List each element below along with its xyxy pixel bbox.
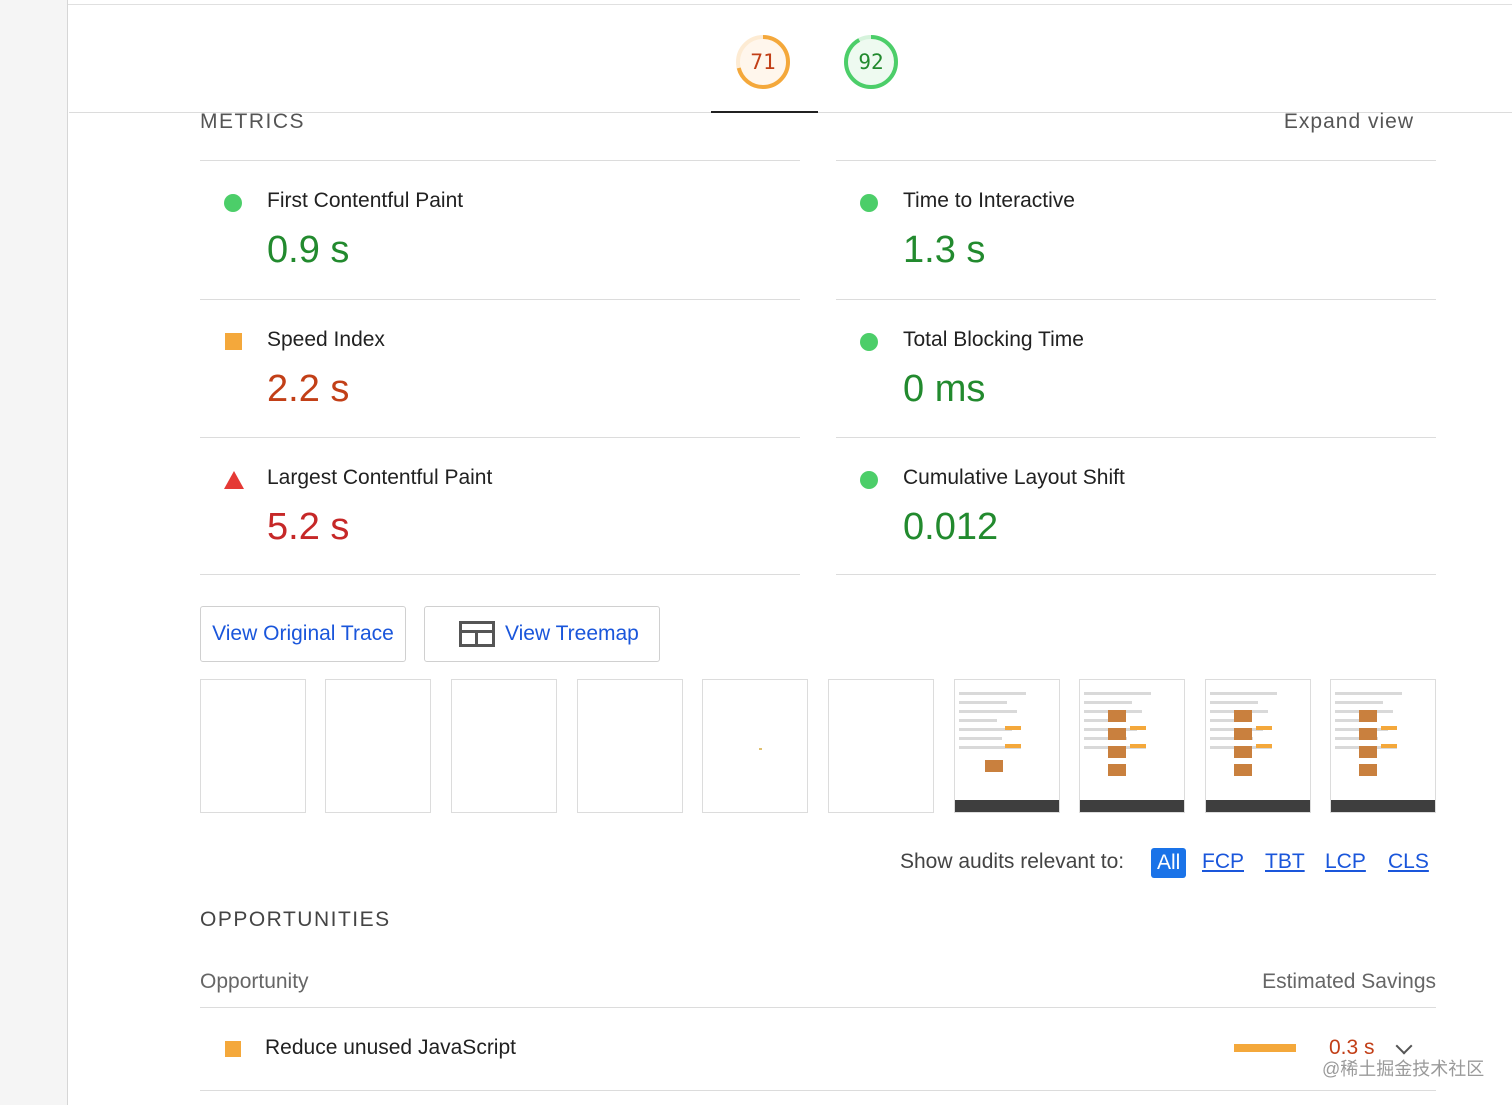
opportunity-name: Reduce unused JavaScript — [265, 1036, 516, 1059]
metric-first-contentful-paint: First Contentful Paint 0.9 s — [200, 161, 800, 299]
metric-label: Cumulative Layout Shift — [903, 466, 1125, 489]
metric-label: Total Blocking Time — [903, 328, 1084, 351]
filmstrip-frame — [577, 679, 683, 813]
divider — [200, 437, 800, 438]
filter-tbt-link[interactable]: TBT — [1265, 850, 1305, 873]
opportunities-title: OPPORTUNITIES — [200, 908, 391, 931]
performance-gauge[interactable]: 71 — [734, 33, 792, 91]
metric-speed-index: Speed Index 2.2 s — [200, 300, 800, 438]
pass-circle-icon — [860, 471, 878, 489]
divider — [836, 299, 1436, 300]
filmstrip-frame — [702, 679, 808, 813]
filmstrip-frame — [828, 679, 934, 813]
metric-label: Largest Contentful Paint — [267, 466, 493, 489]
filmstrip-frame-screenshot — [954, 679, 1060, 813]
estimated-savings-column-header: Estimated Savings — [1262, 970, 1436, 993]
filmstrip-frame — [200, 679, 306, 813]
filmstrip-frame-screenshot — [1330, 679, 1436, 813]
filmstrip-frame-screenshot — [1205, 679, 1311, 813]
left-gutter — [0, 0, 68, 1105]
metric-total-blocking-time: Total Blocking Time 0 ms — [836, 300, 1436, 438]
filter-lcp-link[interactable]: LCP — [1325, 850, 1366, 873]
treemap-icon — [459, 621, 495, 647]
accessibility-gauge[interactable]: 92 — [842, 33, 900, 91]
divider — [200, 299, 800, 300]
filter-cls-link[interactable]: CLS — [1388, 850, 1429, 873]
average-square-icon — [225, 1041, 241, 1057]
metric-value: 0.012 — [903, 506, 999, 548]
metric-cumulative-layout-shift: Cumulative Layout Shift 0.012 — [836, 438, 1436, 576]
pass-circle-icon — [224, 194, 242, 212]
divider — [836, 574, 1436, 575]
divider — [200, 1007, 1436, 1008]
pass-circle-icon — [860, 194, 878, 212]
divider — [836, 437, 1436, 438]
active-gauge-indicator — [711, 111, 818, 113]
button-label: View Treemap — [505, 622, 639, 645]
metric-label: Speed Index — [267, 328, 385, 351]
divider — [200, 574, 800, 575]
filmstrip-frame — [325, 679, 431, 813]
gauge-score: 92 — [858, 50, 884, 74]
pass-circle-icon — [860, 333, 878, 351]
button-label: View Original Trace — [212, 622, 394, 645]
audit-filter-label: Show audits relevant to: — [900, 850, 1125, 873]
filter-fcp-link[interactable]: FCP — [1202, 850, 1244, 873]
metric-label: First Contentful Paint — [267, 189, 464, 212]
metric-value: 0.9 s — [267, 229, 350, 271]
average-square-icon — [225, 333, 242, 350]
gauge-ring-icon — [844, 35, 898, 89]
fail-triangle-icon — [224, 471, 244, 489]
expand-view-toggle[interactable]: Expand view — [1283, 110, 1414, 133]
metric-value: 0 ms — [903, 368, 986, 410]
view-original-trace-button[interactable]: View Original Trace — [200, 606, 406, 662]
gauge-ring-icon — [736, 35, 790, 89]
gauge-score: 71 — [750, 50, 776, 74]
filmstrip-frame-screenshot — [1079, 679, 1185, 813]
divider — [836, 160, 1436, 161]
filter-all-button[interactable]: All — [1151, 848, 1187, 878]
metric-value: 5.2 s — [267, 506, 350, 548]
opportunity-column-header: Opportunity — [200, 970, 309, 993]
metric-time-to-interactive: Time to Interactive 1.3 s — [836, 161, 1436, 299]
metric-label: Time to Interactive — [903, 189, 1075, 212]
chevron-down-icon[interactable] — [1395, 1037, 1413, 1055]
view-treemap-button[interactable]: View Treemap — [424, 606, 660, 662]
top-divider — [68, 4, 1512, 5]
metric-value: 2.2 s — [267, 368, 350, 410]
filmstrip-frame — [451, 679, 557, 813]
divider — [200, 160, 800, 161]
savings-value: 0.3 s — [1329, 1036, 1375, 1059]
savings-bar — [1234, 1044, 1296, 1052]
divider — [200, 1090, 1436, 1091]
metrics-title: METRICS — [200, 110, 305, 133]
metric-value: 1.3 s — [903, 229, 986, 271]
gauge-bar: 71 92 — [69, 5, 1512, 113]
metric-largest-contentful-paint: Largest Contentful Paint 5.2 s — [200, 438, 800, 576]
watermark: @稀土掘金技术社区 — [1322, 1059, 1485, 1079]
